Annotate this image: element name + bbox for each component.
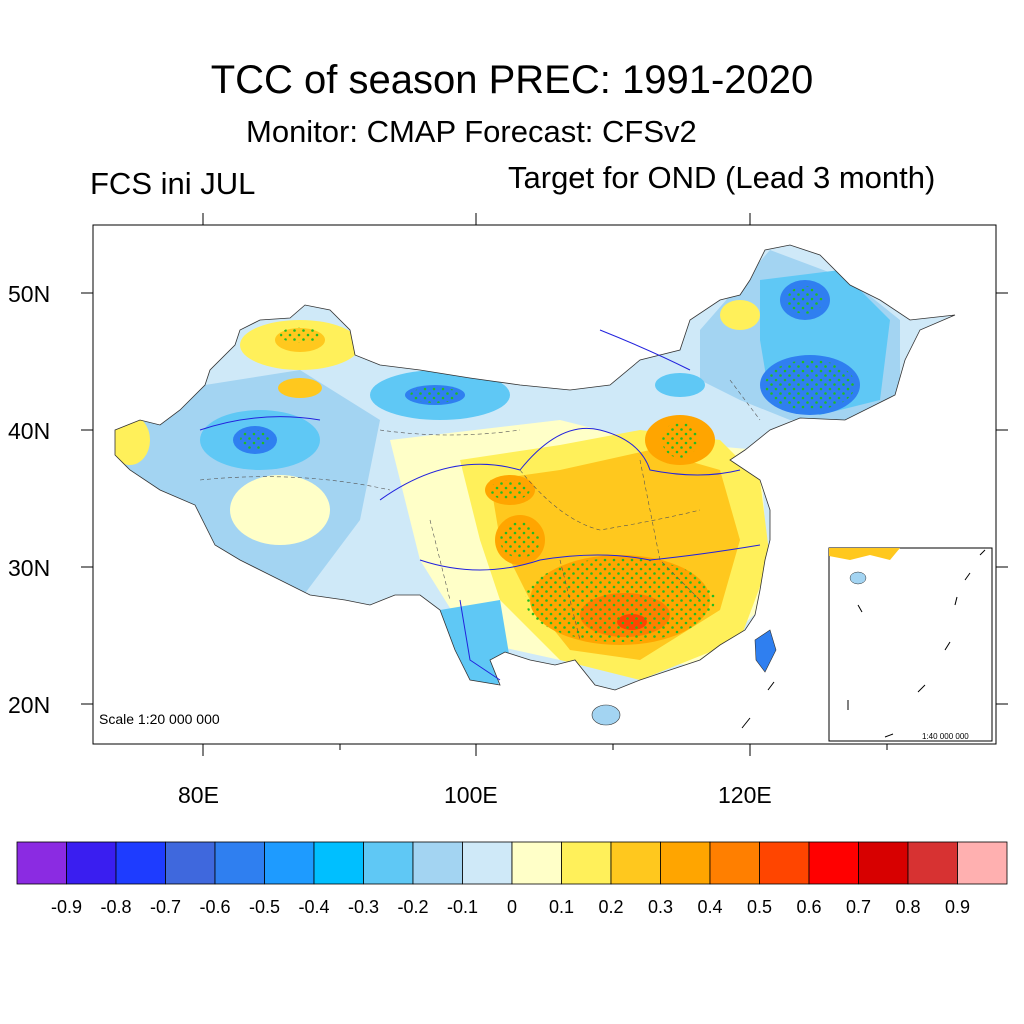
colorbar-box [313, 841, 364, 885]
colorbar-label: -0.4 [298, 897, 330, 917]
nine-dash-line [741, 549, 986, 738]
colorbar-box [610, 841, 661, 885]
colorbar-box [858, 841, 909, 885]
colorbar-label: 0.2 [598, 897, 624, 917]
colorbar-box [808, 841, 859, 885]
colorbar-box [264, 841, 315, 885]
scale-label-inset: 1:40 000 000 [922, 732, 969, 741]
colorbar-label: -0.3 [347, 897, 380, 917]
taiwan [754, 629, 777, 673]
lon-label-120e: 120E [718, 782, 772, 808]
colorbar-label: -0.6 [199, 897, 231, 917]
colorbar-box [759, 841, 810, 885]
colorbar-label: 0.5 [746, 897, 773, 917]
colorbar-label: -0.2 [397, 897, 429, 917]
colorbar-box [115, 841, 166, 885]
colorbar-label: -0.9 [50, 897, 83, 917]
province-borders [199, 379, 761, 641]
colorbar-label: -0.1 [446, 897, 479, 917]
lat-label-40n: 40N [8, 418, 51, 444]
lon-label-100e: 100E [444, 782, 498, 808]
colorbar-label: -0.5 [248, 897, 281, 917]
colorbar-label: 0.7 [845, 897, 872, 917]
colorbar-box [363, 841, 414, 885]
rivers [199, 329, 761, 681]
colorbar-label: 0.9 [944, 897, 971, 917]
plot-subtitle: Monitor: CMAP Forecast: CFSv2 [246, 114, 697, 149]
colorbar-box [709, 841, 760, 885]
colorbar-box [16, 841, 67, 885]
colorbar-box [66, 841, 117, 885]
scale-label-main: Scale 1:20 000 000 [99, 711, 220, 727]
colorbar-label: 0 [506, 897, 517, 917]
colorbar-box [412, 841, 463, 885]
colorbar-label: 0.1 [548, 897, 575, 917]
lat-label-20n: 20N [8, 692, 51, 718]
lon-label-80e: 80E [178, 782, 219, 808]
colorbar-box [462, 841, 513, 885]
colorbar-box [660, 841, 711, 885]
inset-coast [829, 548, 900, 560]
colorbar-box [165, 841, 216, 885]
hainan [591, 704, 621, 726]
china-border [114, 244, 956, 691]
colorbar-label: -0.7 [149, 897, 182, 917]
colorbar-label: 0.4 [697, 897, 723, 917]
colorbar-label: 0.3 [647, 897, 674, 917]
lat-label-50n: 50N [8, 281, 51, 307]
lat-label-30n: 30N [8, 555, 51, 581]
left-string: FCS ini JUL [90, 166, 256, 201]
colorbar-box [957, 841, 1008, 885]
plot-title: TCC of season PREC: 1991-2020 [210, 58, 814, 102]
colorbar-box [561, 841, 612, 885]
colorbar-box [907, 841, 958, 885]
colorbar-box [511, 841, 562, 885]
colorbar-label: 0.6 [796, 897, 822, 917]
colorbar-box [214, 841, 265, 885]
right-string: Target for OND (Lead 3 month) [508, 160, 936, 195]
axis-ticks [81, 213, 1008, 756]
colorbar-label: -0.8 [100, 897, 132, 917]
colorbar [16, 841, 1008, 885]
colorbar-label: 0.8 [895, 897, 921, 917]
